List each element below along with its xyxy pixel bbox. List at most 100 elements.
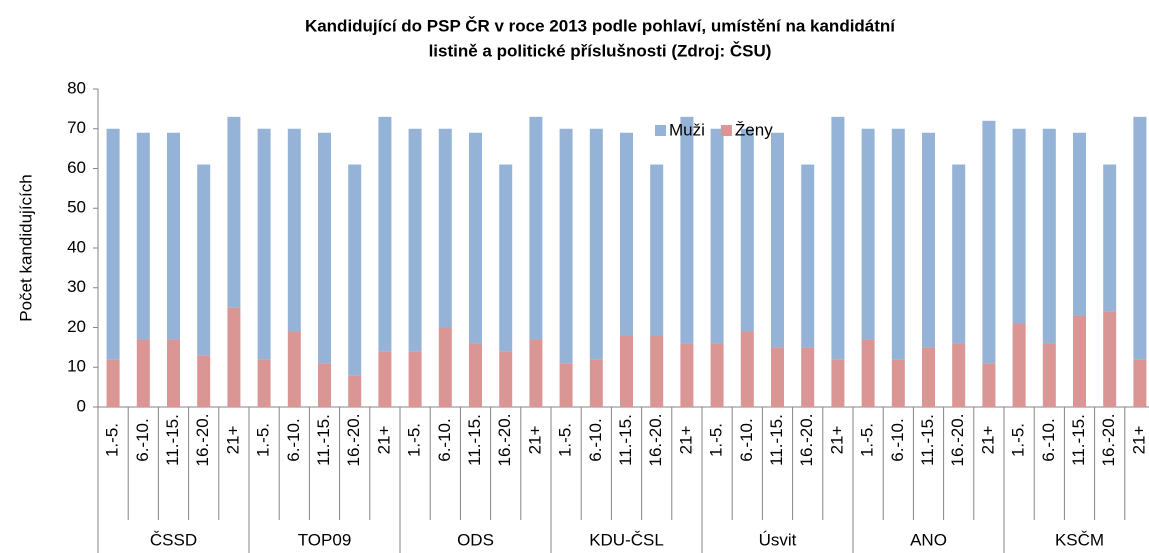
bar-segment [469,343,482,407]
y-axis-label: Počet kandidujících [16,174,35,321]
group-label: Úsvit [759,530,797,549]
bar-segment [378,116,392,352]
x-tick-label: 21+ [978,426,997,455]
x-tick-label: 11.-15. [465,414,484,466]
bar-segment [982,120,996,364]
bar-segment [589,128,603,360]
x-tick-label: 6.-10. [284,418,303,461]
x-tick-label: 21+ [1129,426,1148,455]
legend-label: Muži [669,120,705,139]
bar-segment [378,351,392,407]
bar-segment [1042,128,1056,344]
x-tick-label: 21+ [525,426,544,455]
legend-swatch [720,125,732,136]
bar-segment [1103,311,1117,407]
bar-segment [197,355,211,407]
x-tick-label: 16.-20. [1099,414,1118,467]
bar-segment [620,335,633,407]
bar-segment [106,128,120,360]
y-tick-label: 0 [77,396,86,415]
x-tick-label: 11.-15. [767,414,786,466]
x-tick-label: 6.-10. [737,418,756,461]
x-tick-label: 21+ [223,426,242,455]
y-tick-label: 70 [67,118,86,137]
bar-segment [1073,315,1086,407]
bar-segment [1073,132,1086,316]
bar-segment [348,375,362,407]
bar-segment [257,359,271,407]
x-tick-label: 1.-5. [707,423,726,457]
group-label: ČSSD [150,530,197,549]
bar-segment [408,351,422,407]
x-tick-label: 1.-5. [254,423,273,457]
x-tick-label: 1.-5. [405,423,424,457]
bar-segment [952,343,966,407]
y-tick-label: 60 [67,158,86,177]
bar-segment [740,128,754,332]
group-label: TOP09 [298,530,352,549]
bar-segment [529,116,543,340]
bar-segment [620,132,633,336]
legend-label: Ženy [735,120,773,139]
x-tick-label: 1.-5. [556,423,575,457]
x-tick-label: 6.-10. [586,418,605,461]
x-tick-label: 11.-15. [163,414,182,466]
bar-segment [1012,323,1026,407]
bar-segment [650,335,664,407]
bar-segment [589,359,603,407]
bar-segment [922,347,935,407]
x-tick-label: 6.-10. [888,418,907,461]
bar-segment [861,128,875,340]
bar-segment [650,164,664,336]
x-tick-label: 1.-5. [103,423,122,457]
bar-segment [197,164,211,356]
y-tick-label: 40 [67,237,86,256]
bar-segment [559,363,573,407]
bar-segment [952,164,966,344]
group-label: ANO [910,530,947,549]
bar-segment [529,339,543,407]
x-tick-label: 11.-15. [616,414,635,466]
bar-segment [499,351,513,407]
x-tick-label: 16.-20. [646,414,665,467]
bar-segment [891,359,905,407]
bar-segment [287,128,301,332]
y-tick-label: 80 [67,78,86,97]
x-tick-label: 21+ [676,426,695,455]
bar-segment [318,132,331,364]
bar-segment [1012,128,1026,324]
x-tick-label: 21+ [374,426,393,455]
x-tick-label: 21+ [827,426,846,455]
bar-segment [318,363,331,407]
bar-segment [167,339,180,407]
bar-segment [982,363,996,407]
x-tick-label: 16.-20. [344,414,363,467]
x-tick-label: 16.-20. [797,414,816,467]
bar-segment [1133,359,1147,407]
x-tick-label: 6.-10. [435,418,454,461]
bar-segment [559,128,573,364]
bar-segment [861,339,875,407]
chart-title: Kandidující do PSP ČR v roce 2013 podle … [305,16,896,35]
bar-segment [1042,343,1056,407]
x-tick-label: 6.-10. [1039,418,1058,461]
bar-segment [136,339,150,407]
y-tick-label: 30 [67,277,86,296]
bar-segment [227,307,241,407]
bar-segment [469,132,482,344]
bar-segment [438,128,452,328]
bar-segment [348,164,362,376]
bar-segment [710,128,724,344]
bar-segment [831,359,845,407]
group-label: KDU-ČSL [589,530,664,549]
bar-segment [740,331,754,407]
group-label: ODS [457,530,494,549]
bar-segment [499,164,513,352]
legend-swatch [655,125,666,136]
bar-segment [438,327,452,407]
bar-segment [710,343,724,407]
bar-segment [771,132,784,348]
bar-segment [801,347,815,407]
bar-segment [167,132,180,340]
x-tick-label: 11.-15. [1069,414,1088,466]
